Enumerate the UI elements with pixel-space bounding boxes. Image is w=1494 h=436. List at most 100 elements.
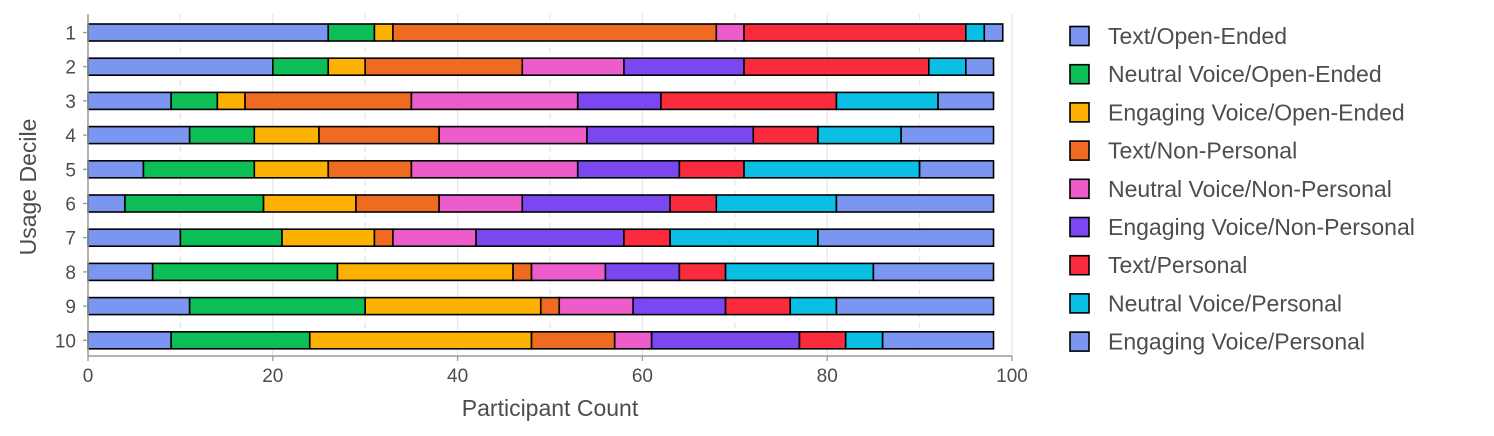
y-tick-label: 9	[65, 297, 76, 318]
bar-segment	[170, 330, 311, 350]
bar-segment	[142, 160, 256, 179]
bar-segment	[650, 330, 801, 350]
bar-segment	[438, 194, 524, 213]
bar-segment	[835, 91, 939, 111]
bar-segment	[530, 262, 607, 282]
x-tick-label: 60	[632, 366, 653, 387]
bar-segment	[438, 125, 588, 145]
y-tick-label: 3	[65, 92, 76, 113]
y-tick-label: 7	[65, 229, 76, 250]
bar-segment	[835, 194, 995, 213]
bar-segment	[798, 330, 847, 350]
bar-segment	[188, 125, 256, 145]
y-tick-label: 4	[65, 126, 76, 147]
bar-segment	[124, 194, 265, 213]
bar-segment	[669, 228, 819, 247]
bar-segment	[660, 91, 838, 111]
bar-segment	[188, 296, 366, 316]
y-axis-title: Usage Decile	[15, 119, 41, 256]
bar-segment	[364, 57, 524, 77]
bar-segment	[724, 262, 875, 282]
bar-segment	[327, 23, 376, 42]
bar-segment	[327, 57, 366, 77]
bar-segment	[392, 228, 477, 247]
bar-segment	[373, 23, 394, 42]
legend-label: Neutral Voice/Personal	[1108, 290, 1342, 316]
legend-label: Neutral Voice/Open-Ended	[1108, 61, 1382, 87]
bar-segment	[586, 125, 755, 145]
bar-segment	[253, 125, 320, 145]
bar-segment	[355, 194, 440, 213]
legend: Text/Open-Ended Neutral Voice/Open-Ended E…	[1069, 23, 1415, 355]
y-tick-label: 2	[65, 58, 76, 79]
legend-swatch	[1069, 254, 1090, 276]
legend-label: Engaging Voice/Non-Personal	[1108, 214, 1415, 240]
legend-label: Neutral Voice/Non-Personal	[1108, 176, 1392, 202]
x-tick-label: 20	[262, 366, 283, 387]
bar-segment	[724, 296, 792, 316]
bar-segment	[743, 57, 930, 77]
bar-segment	[364, 296, 542, 316]
bar-segment	[715, 23, 745, 42]
bar-segment	[678, 160, 745, 179]
legend-swatch	[1069, 63, 1090, 85]
legend-swatch	[1069, 216, 1090, 238]
bar-segment	[900, 125, 995, 145]
legend-label: Text/Non-Personal	[1108, 138, 1297, 164]
bar-segment	[216, 91, 246, 111]
bar-segment	[964, 23, 986, 42]
bar-segment	[835, 296, 995, 316]
bar-segment	[817, 228, 995, 247]
legend-swatch	[1069, 178, 1090, 200]
bar-segment	[87, 194, 126, 213]
x-tick-label: 80	[817, 366, 838, 387]
bars	[87, 23, 1004, 350]
bar-segment	[789, 296, 838, 316]
bar-segment	[151, 262, 339, 282]
bar-segment	[410, 160, 579, 179]
y-tick-label: 5	[65, 160, 76, 181]
bar-segment	[558, 296, 634, 316]
legend-swatch	[1069, 25, 1090, 47]
bar-segment	[410, 91, 579, 111]
bar-segment	[373, 228, 394, 247]
bar-segment	[87, 91, 172, 111]
bar-segment	[87, 160, 145, 179]
bar-segment	[281, 228, 376, 247]
y-tick-label: 8	[65, 263, 76, 284]
bar-segment	[669, 194, 718, 213]
x-axis-title: Participant Count	[462, 395, 639, 421]
bar-segment	[271, 57, 330, 77]
y-tick-label: 10	[55, 331, 76, 352]
axes	[83, 14, 1013, 361]
bar-segment	[521, 194, 671, 213]
bar-segment	[327, 160, 413, 179]
legend-label: Engaging Voice/Personal	[1108, 329, 1365, 355]
bar-segment	[983, 23, 1004, 42]
bar-segment	[87, 228, 182, 247]
bar-segment	[937, 91, 995, 111]
bar-segment	[179, 228, 283, 247]
bar-segment	[613, 330, 653, 350]
bar-segment	[262, 194, 357, 213]
bar-segment	[964, 57, 995, 77]
bar-segment	[475, 228, 625, 247]
bar-segment	[253, 160, 330, 179]
bar-segment	[244, 91, 413, 111]
bar-segment	[872, 262, 995, 282]
bar-segment	[817, 125, 902, 145]
tick-labels: 0 20 40 60 80 100 1 2 3 4 5 6 7 8 9 10	[55, 24, 1028, 388]
bar-segment	[318, 125, 440, 145]
legend-swatch	[1069, 102, 1090, 123]
bar-segment	[87, 125, 191, 145]
x-tick-label: 0	[83, 366, 94, 387]
bar-segment	[632, 296, 727, 316]
legend-swatch	[1069, 331, 1090, 352]
bar-segment	[336, 262, 514, 282]
bar-segment	[530, 330, 616, 350]
bar-segment	[743, 160, 921, 179]
bar-segment	[87, 262, 154, 282]
bar-segment	[87, 57, 274, 77]
bar-segment	[715, 194, 838, 213]
bar-segment	[512, 262, 533, 282]
